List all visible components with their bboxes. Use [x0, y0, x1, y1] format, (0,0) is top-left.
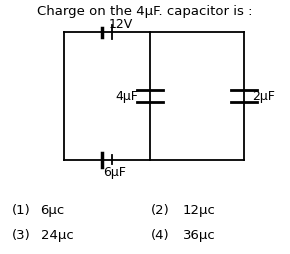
Text: 36μc: 36μc: [183, 229, 215, 241]
Text: (3): (3): [12, 229, 30, 241]
Text: 6μF: 6μF: [103, 165, 126, 178]
Text: 2μF: 2μF: [252, 90, 275, 103]
Text: Charge on the 4μF. capacitor is :: Charge on the 4μF. capacitor is :: [37, 5, 253, 18]
Text: 24μc: 24μc: [41, 229, 73, 241]
Text: (1): (1): [12, 203, 30, 216]
Text: 4μF: 4μF: [115, 90, 138, 103]
Text: 12μc: 12μc: [183, 203, 215, 216]
Text: 12V: 12V: [108, 18, 133, 30]
Text: 6μc: 6μc: [41, 203, 65, 216]
Text: (4): (4): [151, 229, 169, 241]
Text: (2): (2): [151, 203, 170, 216]
